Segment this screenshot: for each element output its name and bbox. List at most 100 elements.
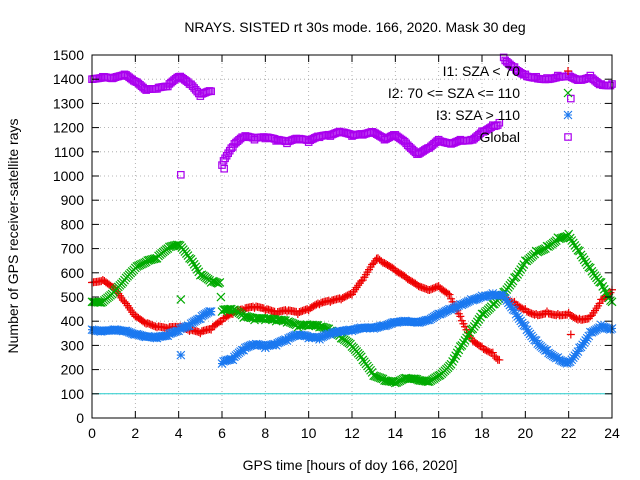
data-point bbox=[599, 284, 609, 294]
data-point bbox=[166, 328, 176, 338]
x-tick-label: 10 bbox=[301, 425, 317, 441]
x-tick-label: 12 bbox=[344, 425, 360, 441]
data-point bbox=[423, 377, 433, 387]
data-point bbox=[383, 320, 392, 330]
data-point bbox=[287, 318, 297, 328]
data-point bbox=[595, 323, 605, 332]
data-point bbox=[601, 323, 611, 333]
data-point bbox=[207, 87, 215, 96]
data-point bbox=[551, 353, 561, 363]
data-point bbox=[172, 240, 182, 250]
x-tick-label: 18 bbox=[474, 425, 490, 441]
data-point bbox=[372, 372, 382, 382]
data-point bbox=[516, 265, 526, 274]
data-point bbox=[127, 329, 137, 338]
y-tick-label: 1100 bbox=[54, 144, 84, 160]
legend-marker bbox=[563, 110, 573, 120]
axis-ticks: 0100200300400500600700800900100011001200… bbox=[53, 47, 620, 441]
data-point bbox=[446, 359, 456, 369]
data-point bbox=[411, 374, 420, 384]
data-point bbox=[95, 298, 105, 307]
data-point bbox=[451, 351, 461, 361]
x-tick-label: 2 bbox=[131, 425, 139, 441]
data-point bbox=[401, 316, 411, 326]
data-point bbox=[390, 378, 400, 388]
outliers bbox=[176, 294, 186, 304]
data-point bbox=[517, 262, 527, 272]
data-point bbox=[186, 254, 196, 264]
legend: I1: SZA < 70 I2: 70 <= SZA <= 110 I3: SZA … bbox=[388, 63, 573, 145]
y-tick-label: 1000 bbox=[53, 168, 84, 184]
data-point bbox=[124, 327, 134, 337]
y-tick-label: 1400 bbox=[53, 71, 84, 87]
data-point bbox=[149, 254, 159, 264]
data-point bbox=[471, 294, 481, 304]
data-point bbox=[601, 287, 611, 297]
data-point bbox=[559, 357, 569, 367]
data-point bbox=[472, 294, 482, 303]
series-star bbox=[87, 288, 617, 368]
data-point bbox=[381, 321, 391, 330]
data-point bbox=[191, 262, 201, 272]
y-tick-label: 300 bbox=[61, 337, 85, 353]
data-point bbox=[565, 233, 575, 243]
data-point bbox=[570, 240, 580, 250]
data-point bbox=[375, 373, 385, 383]
x-tick-label: 8 bbox=[261, 425, 269, 441]
data-point bbox=[520, 321, 530, 331]
data-point bbox=[212, 278, 222, 288]
data-point bbox=[452, 348, 462, 358]
data-point bbox=[384, 319, 394, 329]
data-point bbox=[581, 257, 591, 267]
data-point bbox=[602, 323, 612, 333]
data-point bbox=[457, 341, 467, 350]
data-point bbox=[123, 327, 132, 336]
data-point bbox=[513, 270, 523, 279]
data-point bbox=[459, 338, 468, 348]
y-tick-label: 800 bbox=[61, 216, 85, 232]
data-point bbox=[369, 324, 379, 333]
data-point bbox=[445, 290, 454, 299]
data-point bbox=[514, 267, 524, 277]
data-point bbox=[107, 326, 117, 335]
data-point bbox=[456, 312, 465, 321]
data-point bbox=[488, 348, 497, 357]
data-point bbox=[386, 319, 396, 328]
y-tick-label: 400 bbox=[61, 313, 85, 329]
y-tick-label: 700 bbox=[61, 241, 85, 257]
data-point bbox=[460, 335, 470, 345]
data-point bbox=[542, 241, 552, 251]
data-point bbox=[171, 327, 180, 336]
outlier-point bbox=[177, 170, 185, 179]
data-point bbox=[287, 332, 297, 342]
x-tick-label: 6 bbox=[218, 425, 226, 441]
data-point bbox=[243, 342, 253, 351]
data-point bbox=[495, 118, 504, 127]
legend-marker bbox=[564, 133, 572, 141]
data-point bbox=[240, 343, 250, 353]
data-point bbox=[462, 333, 471, 343]
data-point bbox=[558, 356, 567, 366]
data-point bbox=[285, 333, 295, 343]
data-point bbox=[178, 323, 188, 333]
data-point bbox=[568, 238, 578, 248]
data-point bbox=[277, 336, 287, 346]
x-tick-label: 24 bbox=[604, 425, 620, 441]
data-point bbox=[493, 121, 502, 129]
data-point bbox=[189, 259, 199, 269]
data-point bbox=[573, 347, 583, 356]
grid bbox=[92, 55, 612, 418]
data-point bbox=[373, 372, 383, 382]
data-point bbox=[448, 357, 458, 366]
data-point bbox=[495, 355, 504, 364]
data-point bbox=[598, 281, 608, 291]
data-point bbox=[370, 371, 380, 381]
data-point bbox=[195, 270, 205, 280]
data-point bbox=[121, 326, 131, 336]
y-tick-label: 1500 bbox=[53, 47, 84, 63]
data-point bbox=[520, 256, 530, 266]
data-point bbox=[602, 290, 612, 300]
x-tick-label: 20 bbox=[518, 425, 534, 441]
x-tick-label: 4 bbox=[175, 425, 183, 441]
